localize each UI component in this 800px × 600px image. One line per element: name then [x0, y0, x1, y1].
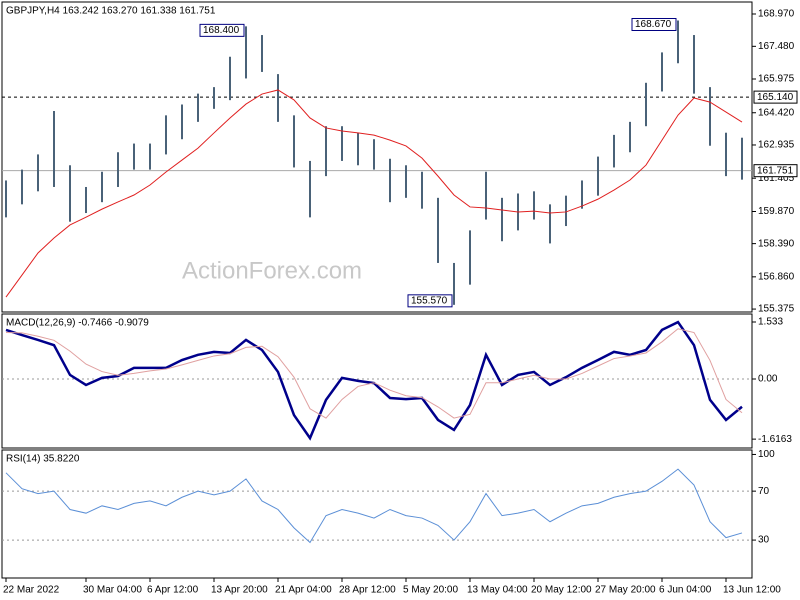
annotation: 168.400 [203, 25, 240, 36]
x-tick-label: 21 Apr 04:00 [275, 585, 332, 596]
x-tick-label: 22 Mar 2022 [3, 585, 60, 596]
y-tick-label: 168.970 [758, 9, 795, 20]
x-tick-label: 20 May 12:00 [531, 585, 592, 596]
y-tick-label: 0.00 [758, 374, 778, 385]
y-tick-label: 158.390 [758, 238, 795, 249]
x-tick-label: 6 Apr 12:00 [147, 585, 199, 596]
price-label: 165.140 [757, 92, 794, 103]
x-tick-label: 13 Jun 12:00 [723, 585, 781, 596]
annotation-box [199, 23, 245, 37]
y-tick-label: 162.935 [758, 140, 795, 151]
annotation-box [407, 294, 453, 308]
x-tick-label: 28 Apr 12:00 [339, 585, 396, 596]
y-tick-label: 159.870 [758, 206, 795, 217]
x-tick-label: 6 Jun 04:00 [659, 585, 712, 596]
y-tick-label: 1.533 [758, 317, 783, 328]
panel-frame [1, 449, 753, 579]
price-label: 161.751 [757, 165, 794, 176]
panel-frame [1, 313, 753, 449]
annotation: 155.570 [411, 295, 448, 306]
y-tick-label: 167.480 [758, 41, 795, 52]
series-line [5, 468, 743, 544]
y-tick-label: 156.860 [758, 271, 795, 282]
panel-frame [1, 1, 753, 313]
price-label-box [753, 90, 798, 104]
watermark: ActionForex.com [182, 257, 362, 284]
y-tick-label: 70 [758, 486, 770, 497]
y-tick-label: -1.6163 [758, 434, 792, 445]
series-line [5, 89, 743, 298]
panel-title: MACD(12,26,9) -0.7466 -0.9079 [6, 318, 149, 329]
x-tick-label: 27 May 20:00 [595, 585, 656, 596]
annotation-box [631, 17, 677, 31]
x-tick-label: 5 May 20:00 [403, 585, 458, 596]
x-tick-label: 13 Apr 20:00 [211, 585, 268, 596]
panel-title: GBPJPY,H4 163.242 163.270 161.338 161.75… [6, 6, 216, 17]
annotation: 168.670 [635, 19, 672, 30]
y-tick-label: 161.405 [758, 173, 795, 184]
series-line [5, 328, 743, 419]
x-tick-label: 30 Mar 04:00 [83, 585, 142, 596]
y-tick-label: 164.420 [758, 107, 795, 118]
y-tick-label: 165.975 [758, 74, 795, 85]
price-label-box [753, 164, 798, 178]
y-tick-label: 155.375 [758, 304, 795, 315]
y-tick-label: 30 [758, 535, 770, 546]
y-tick-label: 100 [758, 449, 775, 460]
panel-title: RSI(14) 35.8220 [6, 454, 80, 465]
x-tick-label: 13 May 04:00 [467, 585, 528, 596]
